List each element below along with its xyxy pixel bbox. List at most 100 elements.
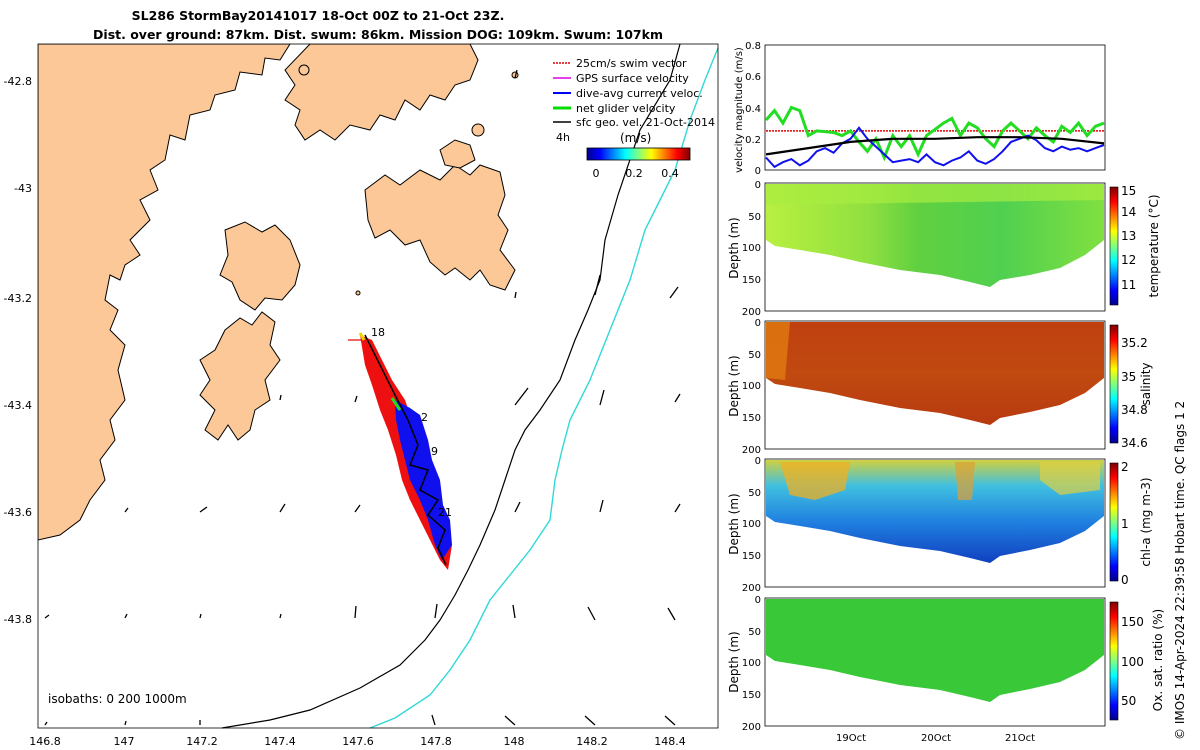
chla-ytick: 150 bbox=[742, 551, 761, 562]
date-xtick: 21Oct bbox=[1005, 733, 1035, 744]
sal-cbar-label: salinity bbox=[1139, 362, 1153, 405]
lat-tick: -43.8 bbox=[4, 613, 32, 626]
lon-tick: 147.2 bbox=[186, 735, 218, 748]
sal-ytick: 200 bbox=[742, 445, 761, 456]
map-colorbar-unit: (m/s) bbox=[620, 131, 651, 145]
temperature-field bbox=[766, 184, 1104, 287]
chla-panel: 0 50 100 150 200 Depth (m) 0 1 2 chl-a (… bbox=[727, 456, 1153, 594]
isobath-1000m bbox=[369, 47, 719, 729]
velocity-arrow bbox=[599, 389, 605, 406]
chla-cbar-tick: 0 bbox=[1121, 573, 1129, 587]
track-label: 2 bbox=[421, 411, 428, 424]
ox-cbar-label: Ox. sat. ratio (%) bbox=[1151, 609, 1165, 711]
lon-tick: 147.4 bbox=[264, 735, 296, 748]
temp-ytick: 150 bbox=[742, 275, 761, 286]
sal-ytick: 150 bbox=[742, 413, 761, 424]
temp-cbar-label: temperature (°C) bbox=[1147, 195, 1161, 298]
legend-scale-label: 4h bbox=[556, 131, 570, 144]
velocity-arrow bbox=[514, 291, 517, 299]
chla-bloom-patch bbox=[1040, 462, 1100, 495]
credit-text: © IMOS 14-Apr-2024 22:39:58 Hobart time.… bbox=[1173, 401, 1187, 740]
velocity-arrow bbox=[594, 274, 601, 296]
temp-colorbar bbox=[1109, 186, 1119, 306]
land-mid bbox=[219, 221, 301, 311]
temp-cbar-tick: 15 bbox=[1121, 184, 1136, 198]
geostrophic-velocity-arrows bbox=[44, 69, 681, 726]
velocity-series bbox=[764, 105, 1105, 169]
vel-ytick: 0 bbox=[755, 166, 761, 177]
legend-label-gps: GPS surface velocity bbox=[576, 72, 689, 85]
velocity-arrow bbox=[44, 721, 48, 726]
lat-tick: -42.8 bbox=[4, 75, 32, 88]
map-colorbar-tick: 0.2 bbox=[625, 167, 643, 180]
net-velocity-marker bbox=[390, 397, 402, 411]
ox-cbar-tick: 100 bbox=[1121, 655, 1144, 669]
lon-tick: 147.6 bbox=[342, 735, 374, 748]
temp-ytick: 50 bbox=[748, 212, 761, 223]
lat-tick: -43.6 bbox=[4, 506, 32, 519]
lon-tick: 146.8 bbox=[29, 735, 61, 748]
track-label: 9 bbox=[431, 445, 438, 458]
velocity-arrow bbox=[354, 605, 357, 619]
salinity-field bbox=[766, 322, 1104, 425]
chla-ytick: 0 bbox=[755, 456, 761, 467]
sal-ytick: 0 bbox=[755, 318, 761, 329]
lon-tick: 148.4 bbox=[654, 735, 686, 748]
velocity-arrow bbox=[199, 613, 202, 619]
ox-cbar-tick: 150 bbox=[1121, 615, 1144, 629]
legend-label-swim: 25cm/s swim vector bbox=[576, 57, 687, 70]
velocity-arrow bbox=[279, 394, 282, 401]
chla-field bbox=[766, 460, 1104, 563]
chla-cbar-tick: 1 bbox=[1121, 517, 1129, 531]
temp-cbar-tick: 12 bbox=[1121, 253, 1136, 267]
velocity-arrow bbox=[667, 607, 676, 621]
vel-ytick: 0.8 bbox=[745, 41, 761, 52]
salinity-surface-band bbox=[766, 322, 790, 380]
velocity-panel: 0 0.2 0.4 0.6 0.8 velocity magnitude (m/… bbox=[734, 41, 1106, 177]
temp-cbar-tick: 14 bbox=[1121, 205, 1136, 219]
salinity-panel: 0 50 100 150 200 Depth (m) 34.6 34.8 35 … bbox=[727, 318, 1153, 456]
sal-cbar-tick: 34.6 bbox=[1121, 436, 1148, 450]
land-forestier bbox=[364, 164, 516, 291]
velocity-arrow bbox=[514, 387, 529, 406]
velocity-arrow bbox=[354, 504, 361, 513]
lon-tick: 148.2 bbox=[576, 735, 608, 748]
lon-tick: 147 bbox=[114, 735, 135, 748]
vel-ylabel: velocity magnitude (m/s) bbox=[734, 47, 745, 173]
velocity-arrow bbox=[124, 613, 128, 619]
velocity-arrow bbox=[599, 499, 604, 513]
ox-ylabel: Depth (m) bbox=[727, 631, 741, 692]
map-legend: 25cm/s swim vector GPS surface velocity … bbox=[553, 57, 715, 180]
series-sfc-geo-vel- bbox=[765, 136, 1105, 156]
land-masses bbox=[38, 44, 519, 541]
chla-cbar-tick: 2 bbox=[1121, 460, 1129, 474]
lon-tick: 147.8 bbox=[420, 735, 452, 748]
velocity-arrow bbox=[279, 503, 286, 513]
ox-ytick: 150 bbox=[742, 690, 761, 701]
lat-tick: -43.2 bbox=[4, 292, 32, 305]
velocity-arrow bbox=[674, 503, 681, 513]
velocity-arrow bbox=[124, 720, 127, 726]
chla-ylabel: Depth (m) bbox=[727, 493, 741, 554]
ox-ytick: 50 bbox=[748, 627, 761, 638]
map-lat-ticks: -42.8 -43 -43.2 -43.4 -43.6 -43.8 bbox=[4, 75, 32, 626]
legend-label-dive: dive-avg current veloc. bbox=[576, 87, 703, 100]
temp-ylabel: Depth (m) bbox=[727, 217, 741, 278]
land-tasman bbox=[439, 139, 476, 169]
vel-ytick: 0.4 bbox=[745, 104, 761, 115]
velocity-arrow bbox=[514, 501, 521, 513]
temp-cbar-tick: 11 bbox=[1121, 278, 1136, 292]
velocity-arrow bbox=[279, 613, 282, 619]
date-xtick: 20Oct bbox=[921, 733, 951, 744]
chla-ytick: 50 bbox=[748, 488, 761, 499]
land-mainland-west bbox=[38, 44, 291, 541]
vel-ytick: 0.6 bbox=[745, 72, 761, 83]
isobath-200m bbox=[221, 43, 681, 729]
island bbox=[298, 64, 310, 76]
title-line-1: SL286 StormBay20141017 18-Oct 00Z to 21-… bbox=[132, 8, 505, 23]
sal-cbar-tick: 35.2 bbox=[1121, 336, 1148, 350]
map-colorbar bbox=[586, 147, 691, 161]
track-label: 21 bbox=[438, 506, 452, 519]
legend-label-net: net glider velocity bbox=[576, 102, 676, 115]
